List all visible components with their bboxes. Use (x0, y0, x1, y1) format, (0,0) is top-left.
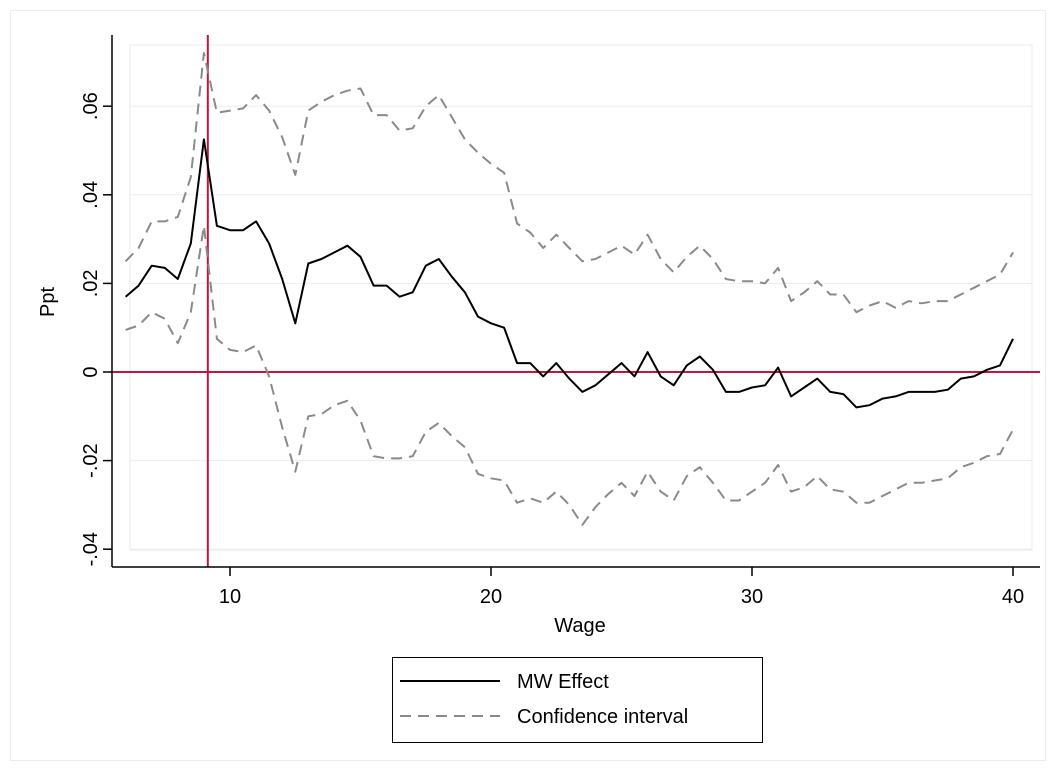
legend-box (392, 657, 763, 743)
legend: MW Effect Confidence interval (392, 657, 763, 743)
y-tick-label: .02 (80, 269, 102, 297)
plot-area (129, 44, 1033, 551)
x-tick-label: 10 (219, 586, 241, 608)
y-tick-label: .04 (80, 181, 102, 209)
y-tick-label: .06 (80, 92, 102, 120)
y-tick-labels: -.04 -.02 0 .02 .04 .06 (80, 92, 112, 566)
y-axis-label: Ppt (37, 287, 59, 317)
x-tick-labels: 10 20 30 40 (219, 567, 1024, 608)
legend-label: Confidence interval (517, 706, 688, 728)
series-line-ci-upper (124, 52, 1014, 314)
series-group (124, 52, 1014, 526)
x-tick-label: 40 (1002, 586, 1024, 608)
series-line-ci-lower (125, 224, 1014, 526)
y-tick-label: -.02 (80, 443, 102, 477)
y-tick-label: 0 (80, 366, 102, 377)
axes (111, 35, 1040, 568)
x-tick-label: 20 (480, 586, 502, 608)
y-tick-label: -.04 (80, 532, 102, 566)
figure-frame (10, 10, 1046, 761)
legend-label: MW Effect (517, 671, 609, 693)
series-line-mw-effect (124, 138, 1014, 409)
x-axis-label: Wage (554, 615, 606, 637)
x-tick-label: 30 (741, 586, 763, 608)
